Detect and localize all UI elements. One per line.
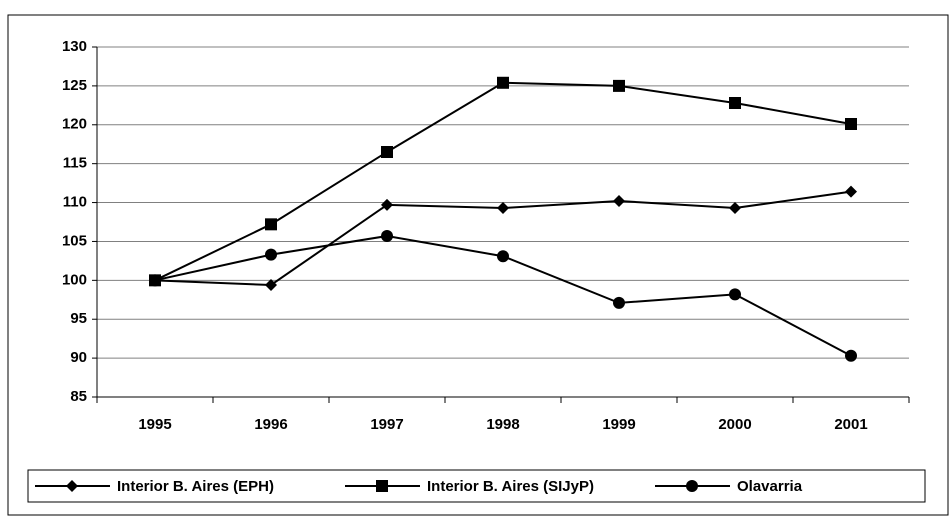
y-tick-label: 90 bbox=[70, 349, 87, 366]
data-point bbox=[381, 198, 393, 211]
data-point bbox=[729, 202, 741, 214]
x-tick-label: 1999 bbox=[602, 416, 635, 433]
data-point bbox=[613, 296, 625, 309]
y-tick-label: 105 bbox=[62, 232, 87, 249]
data-point bbox=[265, 279, 277, 291]
y-tick-label: 100 bbox=[62, 271, 87, 288]
legend-marker bbox=[686, 480, 698, 492]
y-tick-label: 125 bbox=[62, 77, 87, 94]
legend-label: Interior B. Aires (SIJyP) bbox=[427, 478, 594, 495]
legend-label: Interior B. Aires (EPH) bbox=[117, 478, 274, 495]
data-point bbox=[149, 274, 161, 287]
data-point bbox=[613, 195, 625, 207]
legend-marker bbox=[66, 480, 78, 492]
x-tick-label: 2000 bbox=[718, 416, 751, 433]
x-tick-label: 1998 bbox=[486, 416, 519, 433]
legend-marker bbox=[376, 480, 388, 492]
data-point bbox=[845, 185, 857, 198]
data-point bbox=[729, 288, 741, 301]
x-tick-label: 1995 bbox=[138, 416, 171, 433]
x-tick-label: 2001 bbox=[834, 416, 867, 433]
x-tick-label: 1997 bbox=[370, 416, 403, 433]
data-point bbox=[613, 79, 625, 92]
y-tick-label: 115 bbox=[63, 155, 87, 172]
legend-box bbox=[27, 469, 926, 503]
y-tick-label: 110 bbox=[63, 194, 87, 211]
data-point bbox=[265, 248, 277, 261]
data-point bbox=[845, 349, 857, 362]
data-point bbox=[845, 118, 857, 130]
data-point bbox=[497, 250, 509, 263]
y-tick-label: 130 bbox=[62, 38, 87, 55]
y-tick-label: 120 bbox=[62, 116, 87, 133]
data-point bbox=[729, 97, 741, 109]
data-point bbox=[381, 146, 393, 158]
chart-frame bbox=[7, 14, 949, 516]
y-tick-label: 95 bbox=[70, 310, 87, 327]
data-point bbox=[265, 218, 277, 231]
y-tick-label: 85 bbox=[70, 388, 87, 405]
x-tick-label: 1996 bbox=[254, 416, 287, 433]
data-point bbox=[497, 202, 509, 214]
legend-label: Olavarria bbox=[737, 478, 803, 495]
data-point bbox=[381, 230, 393, 242]
data-point bbox=[497, 76, 509, 89]
